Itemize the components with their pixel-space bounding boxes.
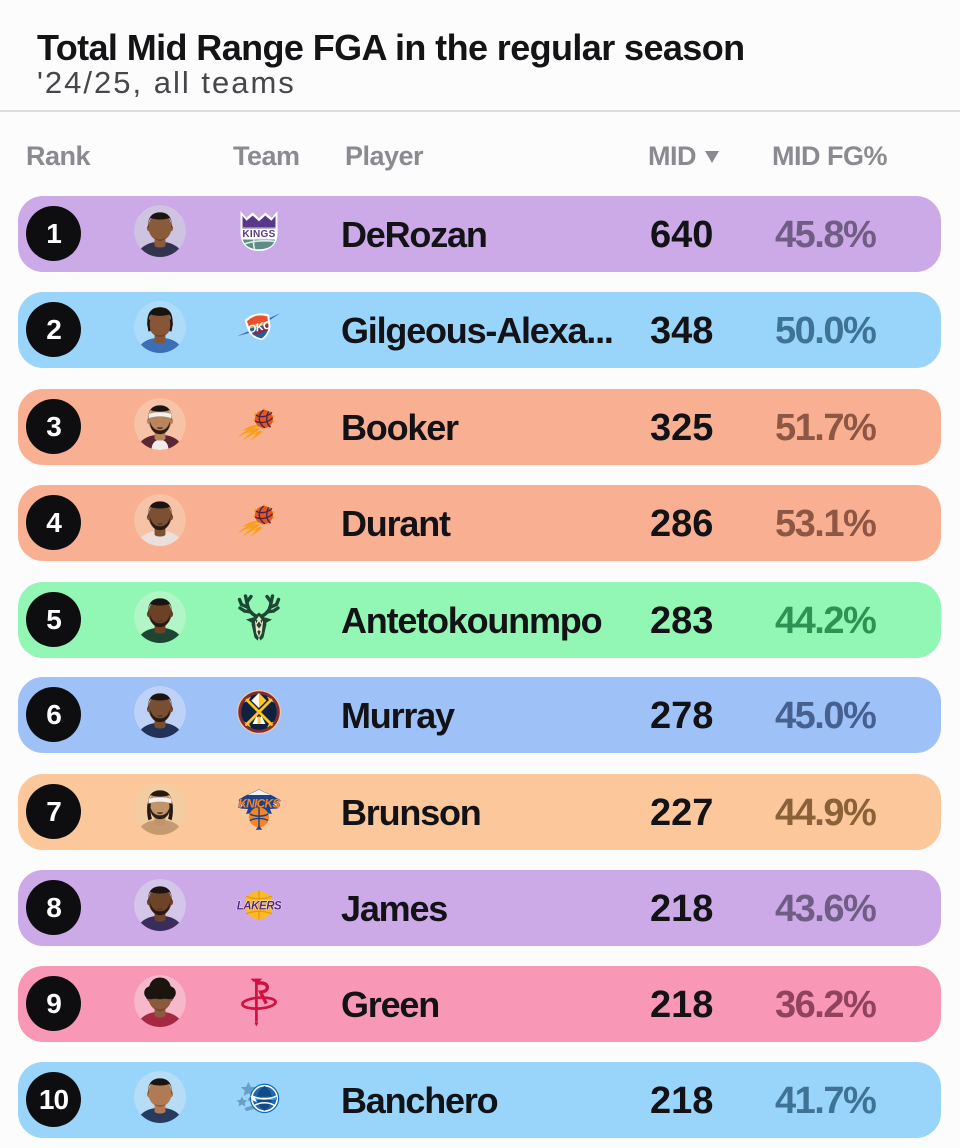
svg-text:KINGS: KINGS: [242, 229, 275, 240]
svg-text:LAKERS: LAKERS: [237, 901, 282, 913]
svg-text:OKC: OKC: [247, 319, 274, 336]
svg-text:KNICKS: KNICKS: [238, 797, 280, 811]
